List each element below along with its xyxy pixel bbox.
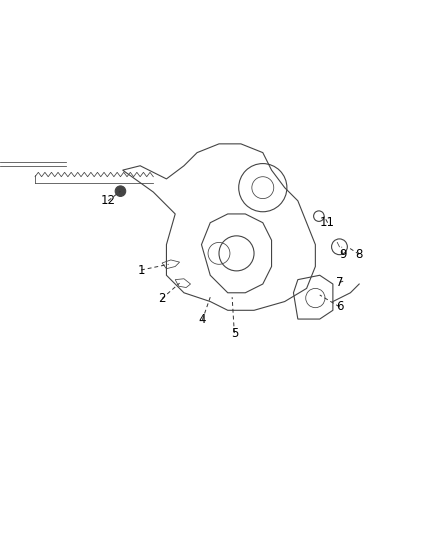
- Text: 2: 2: [158, 292, 166, 305]
- Text: 5: 5: [231, 327, 238, 340]
- Text: 7: 7: [336, 276, 343, 289]
- Text: 4: 4: [198, 313, 206, 326]
- Text: 11: 11: [320, 216, 335, 229]
- Text: 1: 1: [137, 263, 145, 277]
- Text: 6: 6: [336, 300, 343, 313]
- Text: 9: 9: [339, 248, 346, 261]
- Text: 12: 12: [101, 195, 116, 207]
- Circle shape: [115, 186, 126, 197]
- Text: 8: 8: [356, 248, 363, 261]
